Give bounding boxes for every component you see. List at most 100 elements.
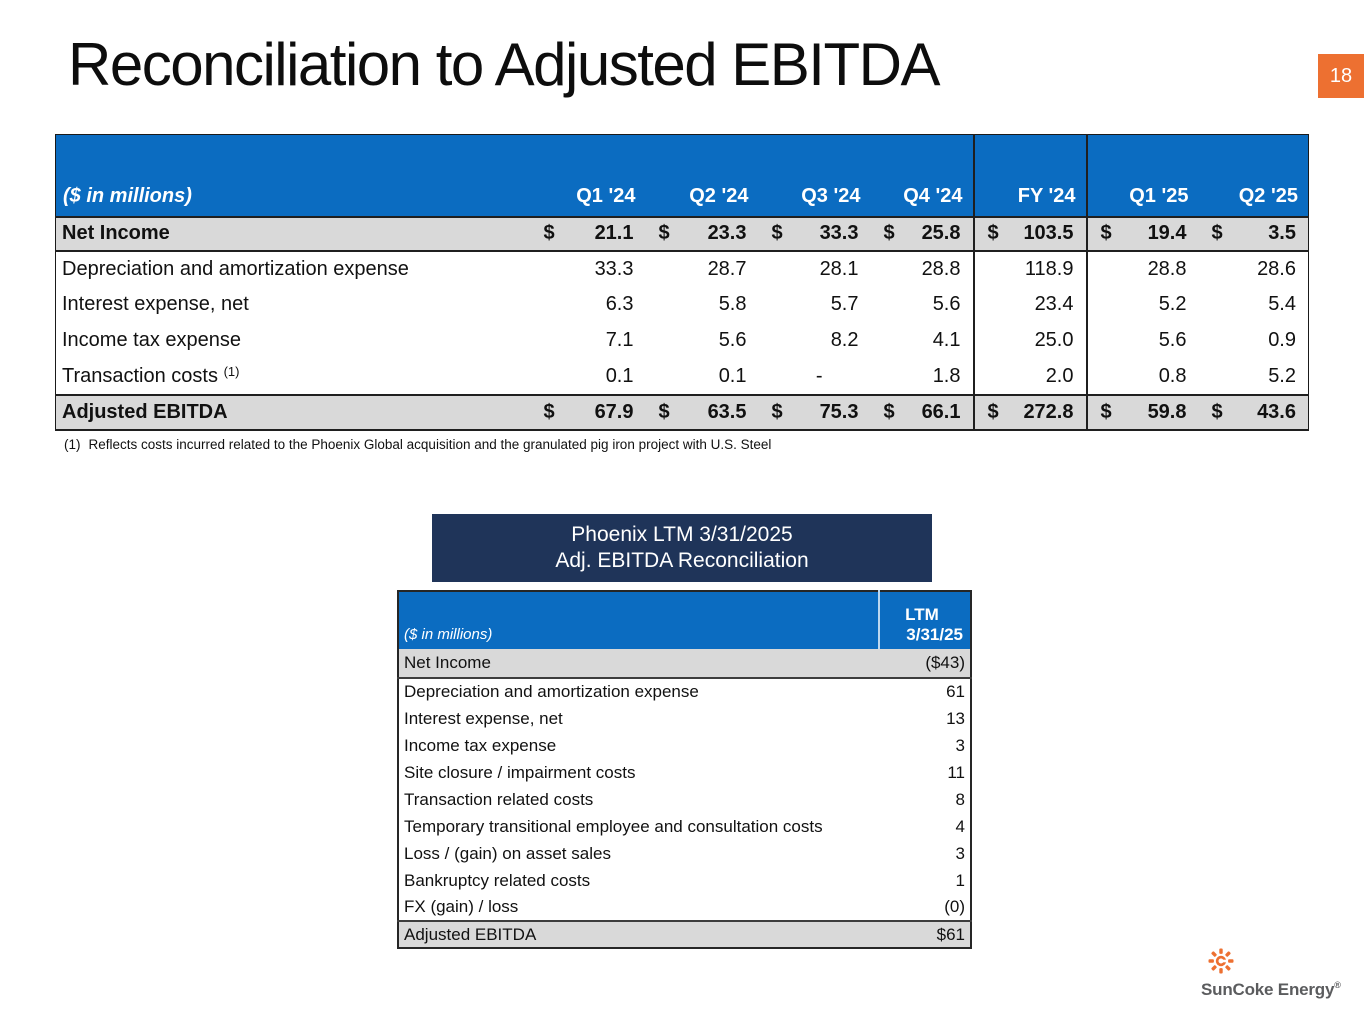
row-label: Site closure / impairment costs [404,762,636,782]
adjusted-ebitda-table: ($ in millions) Q1 '24 Q2 '24 Q3 '24 Q4 … [55,134,1309,431]
cell-value: $61 [879,920,971,948]
currency-symbol: $ [771,400,783,423]
currency-symbol: $ [1211,222,1223,244]
cell-value: 5.2 [1158,293,1187,315]
row-label: Temporary transitional employee and cons… [404,816,823,836]
row-label: Net Income [398,649,879,679]
cell-value: 75.3 [819,400,859,423]
row-label: Depreciation and amortization expense [62,257,409,280]
currency-symbol: $ [1100,222,1112,244]
table-row-net-income: Net Income $21.1 $23.3 $33.3 $25.8 $103.… [55,215,1309,252]
sun-icon [1208,948,1351,979]
cell-value: 33.3 [819,222,859,244]
row-label: Bankruptcy related costs [404,870,591,890]
currency-symbol: $ [883,222,895,244]
cell-value: ($43) [879,649,971,679]
cell-value: 0.1 [605,364,634,387]
currency-symbol: $ [771,222,783,244]
cell-value: 28.7 [707,257,747,280]
ltm-row-adjusted-ebitda: Adjusted EBITDA $61 [398,920,971,948]
cell-value: 5.6 [932,293,961,315]
cell-value: (0) [944,897,965,916]
row-label: Transaction related costs [404,789,594,809]
cell-value: 3 [955,735,965,755]
row-label: Adjusted EBITDA [398,920,879,948]
footnote-marker: (1) [64,437,81,452]
column-header-q4-24: Q4 '24 [870,134,974,217]
column-header-fy-24: FY '24 [972,134,1088,217]
ltm-row-bankruptcy: Bankruptcy related costs 1 [398,867,971,894]
cell-value: 5.4 [1268,293,1296,315]
currency-symbol: $ [658,222,670,244]
ltm-row-transaction-costs: Transaction related costs 8 [398,786,971,813]
table-row-transaction-costs: Transaction costs (1) 0.1 0.1 - 1.8 2.0 … [56,358,1309,395]
currency-symbol: $ [1100,400,1112,423]
row-label: Adjusted EBITDA [55,393,531,431]
currency-symbol: $ [1211,400,1223,423]
cell-value: 4.1 [932,329,961,351]
footnote-reference: (1) [223,364,240,379]
cell-value: 5.7 [830,293,859,315]
cell-value: 67.9 [594,400,634,423]
ltm-row-depreciation: Depreciation and amortization expense 61 [398,678,971,705]
cell-value: 28.1 [819,257,859,280]
currency-symbol: $ [543,400,555,423]
table-row-depreciation: Depreciation and amortization expense 33… [56,250,1309,287]
cell-value: 103.5 [1023,222,1074,244]
ltm-header-row: ($ in millions) LTM 3/31/25 [398,591,971,649]
ltm-column-header: LTM 3/31/25 [878,591,971,649]
currency-symbol: $ [987,222,999,244]
ltm-row-temporary-transitional: Temporary transitional employee and cons… [398,813,971,840]
page-number-badge: 18 [1318,54,1364,98]
ltm-unit-label: ($ in millions) [398,591,879,649]
row-label: Depreciation and amortization expense [404,682,699,701]
cell-value: 1 [955,870,965,890]
cell-value: 61 [946,682,965,701]
ltm-header-line1: LTM [905,605,939,624]
ltm-row-fx: FX (gain) / loss (0) [398,894,971,921]
currency-symbol: $ [658,400,670,423]
table-row-income-tax: Income tax expense 7.1 5.6 8.2 4.1 25.0 … [56,322,1309,359]
cell-value: 28.8 [921,257,961,280]
row-label: Loss / (gain) on asset sales [404,843,611,863]
cell-value: 3 [955,843,965,863]
cell-value: 272.8 [1023,400,1074,423]
cell-value: 4 [955,816,965,836]
cell-value: 0.9 [1268,329,1296,351]
row-label: FX (gain) / loss [404,897,519,916]
cell-value: 8 [955,789,965,809]
cell-value: 3.5 [1268,222,1296,244]
table-row-interest: Interest expense, net 6.3 5.8 5.7 5.6 23… [56,286,1309,323]
cell-value: 43.6 [1257,400,1296,423]
cell-value: 5.8 [718,293,747,315]
ltm-row-income-tax: Income tax expense 3 [398,732,971,759]
cell-value: 7.1 [605,329,634,351]
cell-value: 28.6 [1257,257,1296,280]
currency-symbol: $ [987,400,999,423]
row-label: Income tax expense [62,329,241,351]
cell-value: 2.0 [1045,364,1074,387]
cell-value: 0.8 [1158,364,1187,387]
cell-value: 66.1 [921,400,961,423]
phoenix-title-line1: Phoenix LTM 3/31/2025 [571,523,793,546]
cell-value: - [815,364,823,387]
ltm-row-site-closure: Site closure / impairment costs 11 [398,759,971,786]
ltm-row-interest: Interest expense, net 13 [398,705,971,732]
ltm-header-line2: 3/31/25 [906,625,963,644]
currency-symbol: $ [543,222,555,244]
column-header-q1-24: Q1 '24 [530,134,646,217]
cell-value: 5.6 [718,329,747,351]
cell-value: 25.8 [921,222,961,244]
row-label: Interest expense, net [62,293,249,315]
cell-value: 13 [946,708,965,728]
cell-value: 19.4 [1147,222,1187,244]
cell-value: 25.0 [1034,329,1074,351]
currency-symbol: $ [883,400,895,423]
registered-mark: ® [1334,980,1341,990]
cell-value: 6.3 [605,293,634,315]
cell-value: 118.9 [1024,257,1074,280]
cell-value: 23.4 [1034,293,1074,315]
cell-value: 63.5 [707,400,747,423]
ltm-row-net-income: Net Income ($43) [398,649,971,679]
cell-value: 5.2 [1268,364,1296,387]
